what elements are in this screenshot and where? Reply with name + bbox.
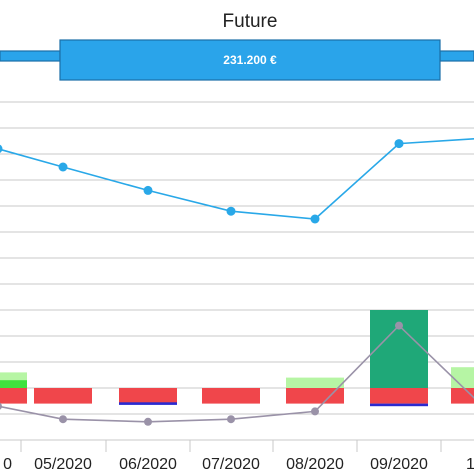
- bar-negative: [0, 388, 27, 404]
- x-tick-label: 09/2020: [370, 456, 428, 473]
- x-tick-label: 07/2020: [202, 456, 260, 473]
- total-banner: 231.200 €: [0, 39, 474, 81]
- series: [0, 137, 474, 426]
- bar-negative: [286, 388, 344, 404]
- series-1-point: [226, 206, 236, 216]
- banner-left-cap: [0, 50, 61, 62]
- series-1-point: [394, 139, 404, 149]
- series-1-point: [0, 144, 3, 153]
- x-tick-label: 0: [3, 456, 12, 473]
- bar-light_green: [286, 377, 344, 388]
- series-1-point: [58, 162, 68, 172]
- series-2-point: [311, 407, 319, 416]
- bars: [0, 310, 474, 407]
- series-2-point: [144, 417, 152, 426]
- banner-body: [59, 39, 441, 81]
- x-tick-label: 10: [466, 456, 474, 473]
- chart-title: Future: [223, 11, 278, 32]
- series-1-line: [0, 137, 474, 220]
- series-2-point: [227, 415, 235, 424]
- bar-thin_blue: [119, 402, 177, 405]
- bar-light_green: [451, 367, 474, 388]
- bar-negative: [202, 388, 260, 404]
- bar-thin_blue: [370, 403, 428, 407]
- x-tick-label: 06/2020: [119, 456, 177, 473]
- x-tick-label: 08/2020: [286, 456, 344, 473]
- bar-bright_green: [0, 380, 27, 388]
- series-2-point: [395, 321, 403, 330]
- series-2-point: [59, 415, 67, 424]
- banner-label: 231.200 €: [223, 53, 277, 67]
- banner-right-cap: [439, 50, 474, 62]
- series-2-point: [0, 402, 2, 410]
- series-1-point: [143, 185, 153, 195]
- x-axis-ticks: 0 05/2020 06/2020 07/2020 08/2020 09/2020 10: [3, 456, 474, 473]
- bar-negative: [451, 388, 474, 404]
- bar-negative: [370, 388, 428, 404]
- bar-negative: [34, 388, 92, 404]
- x-tick-label: 05/2020: [34, 456, 92, 473]
- series-1-point: [310, 214, 320, 224]
- grid: [0, 101, 474, 452]
- bar-negative: [119, 388, 177, 404]
